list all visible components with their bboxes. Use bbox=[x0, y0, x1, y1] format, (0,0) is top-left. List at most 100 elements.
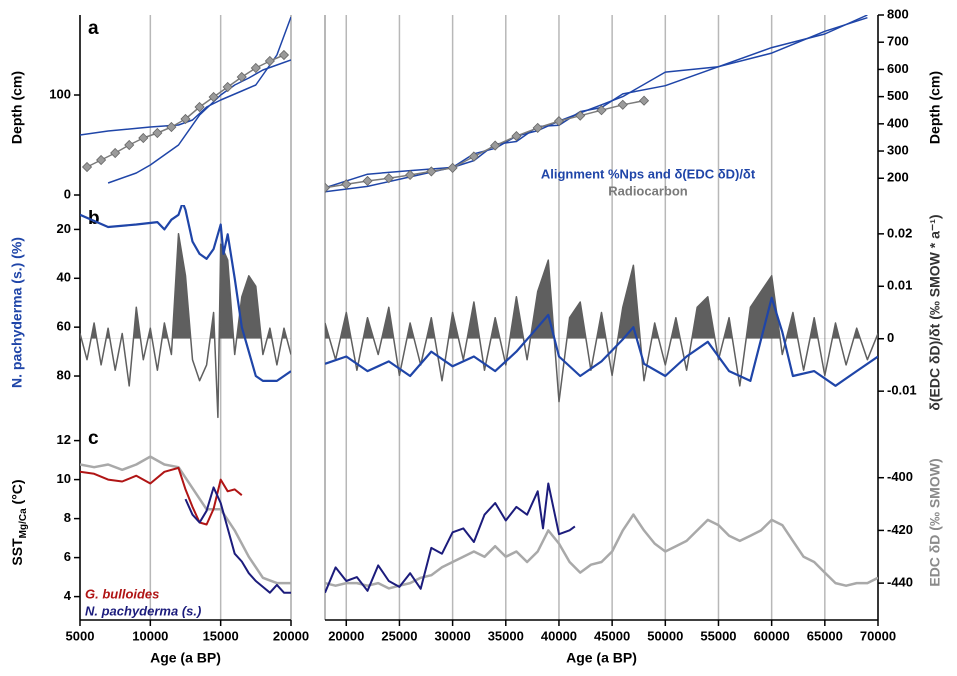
y-tick-label: -0.01 bbox=[887, 383, 917, 398]
y-tick-label: 200 bbox=[887, 170, 909, 185]
diamond-marker bbox=[250, 62, 261, 74]
series-line bbox=[80, 205, 291, 382]
diamond-marker bbox=[468, 151, 479, 162]
series-line bbox=[80, 455, 291, 585]
diamond-marker bbox=[490, 140, 501, 151]
y-axis-label: Depth (cm) bbox=[927, 71, 943, 144]
x-tick-label: 15000 bbox=[203, 628, 239, 643]
y-tick-label: 0.02 bbox=[887, 225, 912, 240]
y-tick-label: 4 bbox=[64, 588, 72, 603]
diamond-marker bbox=[110, 147, 121, 159]
diamond-marker bbox=[236, 71, 247, 83]
panel-plot bbox=[325, 15, 868, 193]
x-tick-label: 65000 bbox=[807, 628, 843, 643]
y-axis-label: SSTMg/Ca (°C) bbox=[9, 479, 29, 565]
y-tick-label: 500 bbox=[887, 88, 909, 103]
series-line bbox=[80, 233, 291, 419]
y-tick-label: -400 bbox=[887, 469, 913, 484]
y-tick-label: 100 bbox=[49, 86, 71, 101]
x-tick-label: 20000 bbox=[273, 628, 309, 643]
x-tick-label: 20000 bbox=[328, 628, 364, 643]
y-tick-label: 20 bbox=[57, 221, 71, 236]
y-tick-label: 40 bbox=[57, 270, 71, 285]
x-tick-label: 35000 bbox=[488, 628, 524, 643]
y-tick-label: 0 bbox=[887, 330, 894, 345]
panel-letter: c bbox=[88, 428, 99, 449]
series-line bbox=[80, 466, 243, 526]
x-tick-label: 55000 bbox=[700, 628, 736, 643]
y-tick-label: 0 bbox=[64, 186, 71, 201]
x-tick-label: 40000 bbox=[541, 628, 577, 643]
diamond-marker bbox=[96, 154, 107, 166]
legend-entry: Radiocarbon bbox=[608, 183, 688, 198]
x-tick-label: 70000 bbox=[860, 628, 896, 643]
diamond-marker bbox=[138, 132, 149, 144]
y-axis-label-part: (°C) bbox=[9, 479, 25, 508]
diamond-marker bbox=[617, 99, 628, 110]
diamond-marker bbox=[575, 110, 586, 121]
series-line bbox=[80, 16, 291, 136]
y-tick-label: 700 bbox=[887, 34, 909, 49]
x-axis-label: Age (a BP) bbox=[150, 650, 221, 666]
y-tick-label: 12 bbox=[57, 432, 71, 447]
legend-entry: Alignment %Nps and δ(EDC δD)/δt bbox=[541, 166, 756, 181]
legend-entry: N. pachyderma (s.) bbox=[85, 603, 201, 618]
positive-area bbox=[80, 233, 291, 339]
y-tick-label: 800 bbox=[887, 6, 909, 21]
diamond-marker bbox=[362, 175, 373, 187]
series-line bbox=[325, 513, 878, 590]
diamond-marker bbox=[638, 95, 650, 106]
diamond-marker bbox=[447, 162, 458, 173]
y-tick-label: -420 bbox=[887, 522, 913, 537]
diamond-marker bbox=[208, 91, 219, 103]
positive-area bbox=[325, 260, 878, 339]
diamond-marker bbox=[532, 122, 543, 133]
y-tick-label: 10 bbox=[57, 471, 71, 486]
series-line bbox=[325, 259, 878, 403]
y-tick-label: -440 bbox=[887, 575, 913, 590]
x-axis-label: Age (a BP) bbox=[566, 650, 637, 666]
y-axis-label: N. pachyderma (s.) (%) bbox=[9, 237, 25, 388]
y-tick-label: 6 bbox=[64, 549, 71, 564]
series-line bbox=[107, 59, 291, 184]
y-axis-label: δ(EDC δD)/δt (‰ SMOW * a⁻¹) bbox=[927, 214, 943, 410]
diamond-marker bbox=[264, 55, 275, 67]
diamond-marker bbox=[180, 113, 191, 125]
y-tick-label: 300 bbox=[887, 142, 909, 157]
series-line bbox=[184, 486, 291, 594]
diamond-marker bbox=[222, 81, 233, 93]
diamond-marker bbox=[81, 161, 93, 173]
diamond-marker bbox=[405, 169, 416, 181]
y-axis-label: EDC δD (‰ SMOW) bbox=[927, 458, 943, 586]
x-tick-label: 25000 bbox=[381, 628, 417, 643]
diamond-marker bbox=[383, 173, 394, 184]
diamond-marker bbox=[341, 179, 352, 190]
legend-entry: G. bulloides bbox=[85, 586, 159, 601]
x-tick-label: 30000 bbox=[435, 628, 471, 643]
panel-plot bbox=[80, 16, 291, 184]
diamond-marker bbox=[194, 101, 205, 113]
y-tick-label: 400 bbox=[887, 115, 909, 130]
y-axis-label: Depth (cm) bbox=[9, 71, 25, 144]
y-tick-label: 0.01 bbox=[887, 278, 912, 293]
diamond-marker bbox=[325, 182, 331, 193]
diamond-marker bbox=[511, 131, 522, 142]
panel-letter: a bbox=[88, 18, 99, 39]
diamond-marker bbox=[152, 127, 163, 139]
panel-plot bbox=[325, 482, 878, 594]
y-tick-label: 600 bbox=[887, 61, 909, 76]
y-tick-label: 60 bbox=[57, 319, 71, 334]
x-tick-label: 10000 bbox=[132, 628, 168, 643]
diamond-marker bbox=[553, 116, 565, 127]
series-line bbox=[325, 296, 878, 387]
panel-plot bbox=[325, 259, 878, 403]
x-tick-label: 50000 bbox=[647, 628, 683, 643]
series-line bbox=[325, 482, 576, 594]
y-tick-label: 80 bbox=[57, 367, 71, 382]
y-tick-label: 8 bbox=[64, 510, 71, 525]
panel-letter: b bbox=[88, 208, 100, 229]
y-axis-label-part: SST bbox=[9, 538, 25, 566]
series-line bbox=[325, 15, 868, 189]
diamond-marker bbox=[166, 121, 177, 133]
